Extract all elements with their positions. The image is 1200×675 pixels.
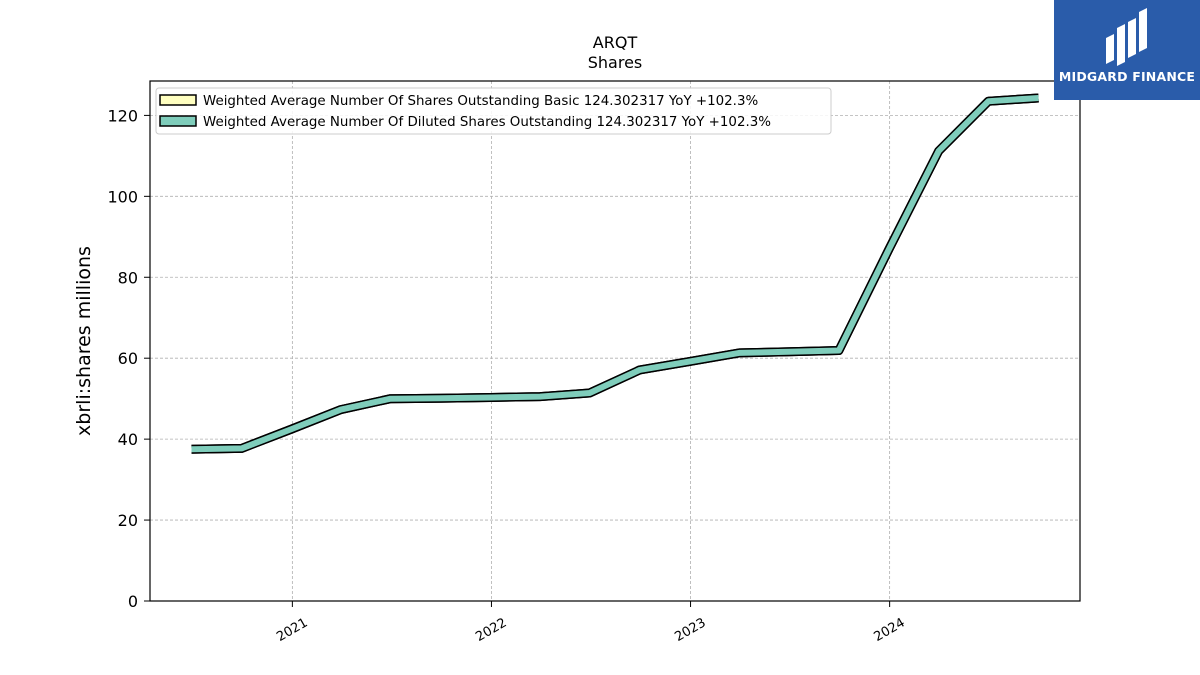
y-tick-label: 20 (118, 511, 138, 530)
y-tick-label: 40 (118, 430, 138, 449)
series-outline-1 (191, 93, 1039, 454)
legend-box (155, 87, 832, 135)
logo-text: MIDGARD FINANCE (1058, 69, 1196, 84)
x-tick-label: 2023 (672, 615, 708, 645)
y-tick-label: 80 (118, 268, 138, 287)
legend-label-basic: Weighted Average Number Of Shares Outsta… (203, 94, 758, 109)
grid-lines (150, 81, 1080, 602)
series-outline-0 (191, 93, 1039, 454)
logo-mark-icon (1106, 8, 1147, 66)
y-tick-label: 60 (118, 349, 138, 368)
chart-subtitle: Shares (588, 53, 643, 72)
series-line-0 (191, 95, 1039, 453)
legend: Weighted Average Number Of Shares Outsta… (155, 87, 832, 135)
x-tick-label: 2021 (274, 615, 310, 645)
chart-title: ARQT (593, 33, 638, 52)
x-axis-ticks: 2021 2022 2023 2024 (274, 601, 908, 645)
midgard-finance-logo: MIDGARD FINANCE (1054, 0, 1200, 100)
legend-label-diluted: Weighted Average Number Of Diluted Share… (203, 115, 771, 130)
series-line-1 (191, 95, 1039, 453)
y-tick-label: 100 (107, 187, 138, 206)
legend-swatch-basic (159, 94, 197, 106)
x-tick-label: 2022 (473, 615, 509, 645)
y-tick-label: 0 (128, 592, 138, 611)
series-layer (191, 93, 1039, 454)
plot-frame (149, 80, 1081, 602)
y-axis-ticks: 0 20 40 60 80 100 120 (107, 106, 150, 611)
x-tick-label: 2024 (871, 615, 907, 645)
legend-swatch-diluted (159, 115, 197, 127)
y-tick-label: 120 (107, 106, 138, 125)
y-axis-label: xbrli:shares millions (73, 246, 95, 436)
